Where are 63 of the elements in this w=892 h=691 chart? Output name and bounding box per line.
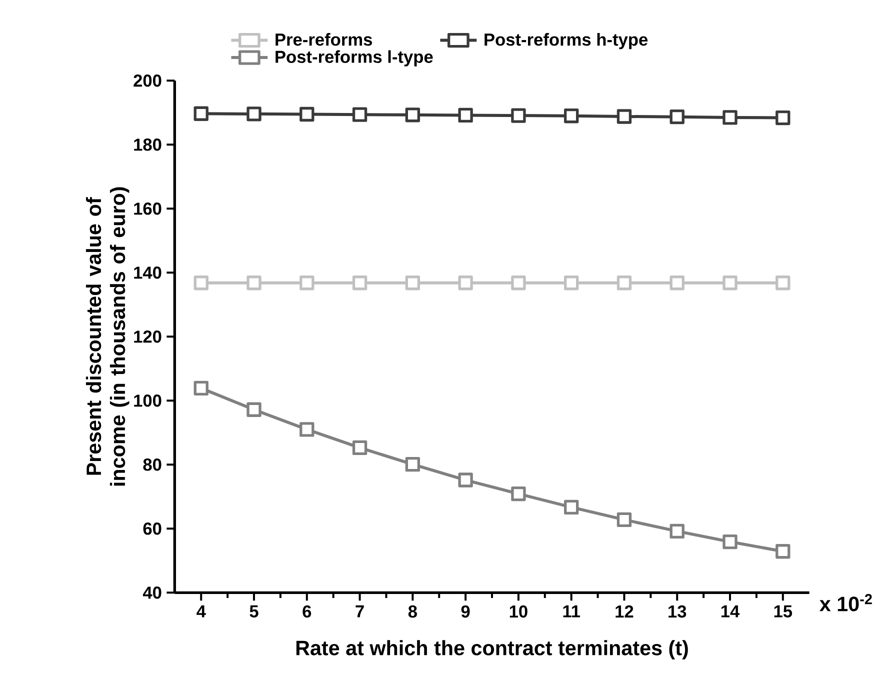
legend-label: Post-reforms h-type bbox=[484, 33, 648, 50]
point bbox=[722, 534, 738, 550]
x-tick-label: 8 bbox=[408, 606, 417, 618]
point bbox=[776, 276, 790, 290]
point bbox=[352, 440, 368, 456]
point bbox=[300, 422, 314, 437]
x-tick-label: 6 bbox=[302, 606, 312, 618]
x-tick-label: 4 bbox=[196, 606, 206, 618]
x-tick-label: 12 bbox=[616, 606, 634, 618]
point bbox=[194, 106, 208, 122]
point bbox=[722, 110, 738, 125]
point bbox=[246, 106, 262, 122]
x-tick-label: 7 bbox=[356, 606, 364, 618]
y-tick-label: 120 bbox=[134, 330, 162, 343]
legend-label: Pre-reforms bbox=[276, 33, 372, 46]
point bbox=[405, 276, 420, 290]
text: x 10$^{-2}$ bbox=[820, 594, 872, 612]
point bbox=[776, 110, 790, 126]
y-tick-label: 80 bbox=[143, 458, 162, 471]
point bbox=[300, 276, 314, 290]
y-tick-label: 140 bbox=[134, 266, 162, 279]
point bbox=[511, 108, 526, 124]
point bbox=[246, 402, 262, 418]
point bbox=[722, 276, 738, 290]
y-axis-title: Present discounted value of income (in thousands of euro) bbox=[86, 187, 130, 486]
point bbox=[616, 109, 632, 124]
point bbox=[300, 107, 314, 122]
y-tick-label: 100 bbox=[134, 394, 162, 407]
point bbox=[194, 276, 208, 290]
legend-label: Post-reforms l-type bbox=[276, 50, 433, 67]
point bbox=[511, 486, 526, 502]
point bbox=[670, 276, 684, 290]
x-tick-label: 15 bbox=[774, 606, 792, 618]
y-tick-label: 40 bbox=[142, 586, 162, 599]
point bbox=[405, 457, 420, 472]
point bbox=[352, 276, 368, 290]
point bbox=[564, 500, 579, 515]
y-tick-label: 180 bbox=[134, 138, 162, 151]
point bbox=[194, 381, 208, 396]
point bbox=[564, 276, 579, 290]
point bbox=[511, 276, 526, 290]
y-tick-label: 160 bbox=[134, 202, 162, 215]
x-tick-label: 10 bbox=[510, 606, 528, 618]
point bbox=[458, 108, 473, 123]
point bbox=[564, 108, 579, 124]
point bbox=[776, 544, 790, 559]
x-tick-label: 11 bbox=[563, 606, 580, 618]
x-axis-title: Rate at which the contract terminates (t) bbox=[296, 640, 688, 660]
point bbox=[352, 107, 368, 122]
point bbox=[670, 110, 684, 124]
x-tick-label: 14 bbox=[721, 606, 740, 618]
y-tick-label: 200 bbox=[134, 74, 162, 87]
point bbox=[246, 276, 262, 290]
point bbox=[458, 276, 473, 290]
point bbox=[405, 108, 420, 122]
x-tick-label: 13 bbox=[668, 606, 686, 618]
x-tick-label: 9 bbox=[461, 606, 470, 618]
point bbox=[616, 276, 632, 290]
y-tick-label: 60 bbox=[143, 522, 162, 535]
point bbox=[670, 524, 684, 539]
point bbox=[458, 472, 473, 488]
x-tick-label: 5 bbox=[250, 606, 258, 618]
point bbox=[616, 512, 632, 528]
